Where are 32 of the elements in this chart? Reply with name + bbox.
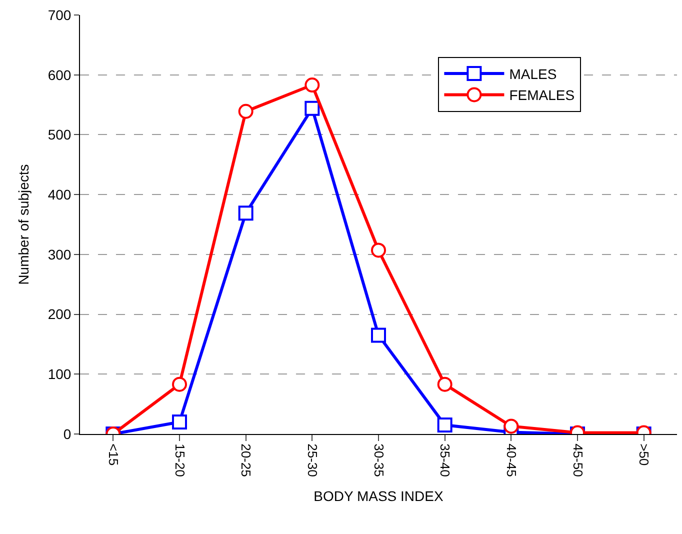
y-tick-label: 200: [48, 306, 72, 322]
point: [304, 78, 320, 93]
point: [238, 206, 254, 221]
x-tick-label: 30-35: [371, 444, 386, 477]
x-tick-label: 20-25: [238, 444, 254, 477]
y-tick-label: 400: [48, 186, 72, 202]
x-tick-label: 25-30: [304, 444, 320, 477]
y-tick-label: 300: [48, 246, 72, 262]
x-tick-label: 45-50: [570, 444, 586, 477]
point: [172, 376, 187, 392]
point: [172, 414, 187, 430]
point: [304, 100, 320, 116]
x-tick-label: >50: [636, 444, 652, 466]
y-tick-label: 0: [63, 426, 72, 442]
point: [437, 376, 452, 392]
point: [437, 418, 452, 433]
point: [371, 328, 386, 343]
y-tick-label: 700: [48, 6, 72, 23]
point: [504, 418, 519, 434]
point: [371, 242, 386, 258]
point: [238, 104, 254, 119]
y-tick-label: 600: [48, 66, 72, 83]
x-tick-label: 40-45: [504, 444, 519, 477]
y-tick-label: 500: [48, 126, 72, 143]
legend-label: FEMALES: [509, 87, 575, 104]
x-tick-label: <15: [106, 444, 121, 466]
y-tick-label: 100: [48, 366, 72, 382]
x-tick-label: 35-40: [438, 444, 453, 477]
legend-label: MALES: [509, 66, 557, 82]
y-axis-title: Number of subjects: [15, 164, 32, 285]
x-tick-label: 15-20: [172, 444, 188, 477]
x-axis-title: BODY MASS INDEX: [314, 488, 444, 504]
